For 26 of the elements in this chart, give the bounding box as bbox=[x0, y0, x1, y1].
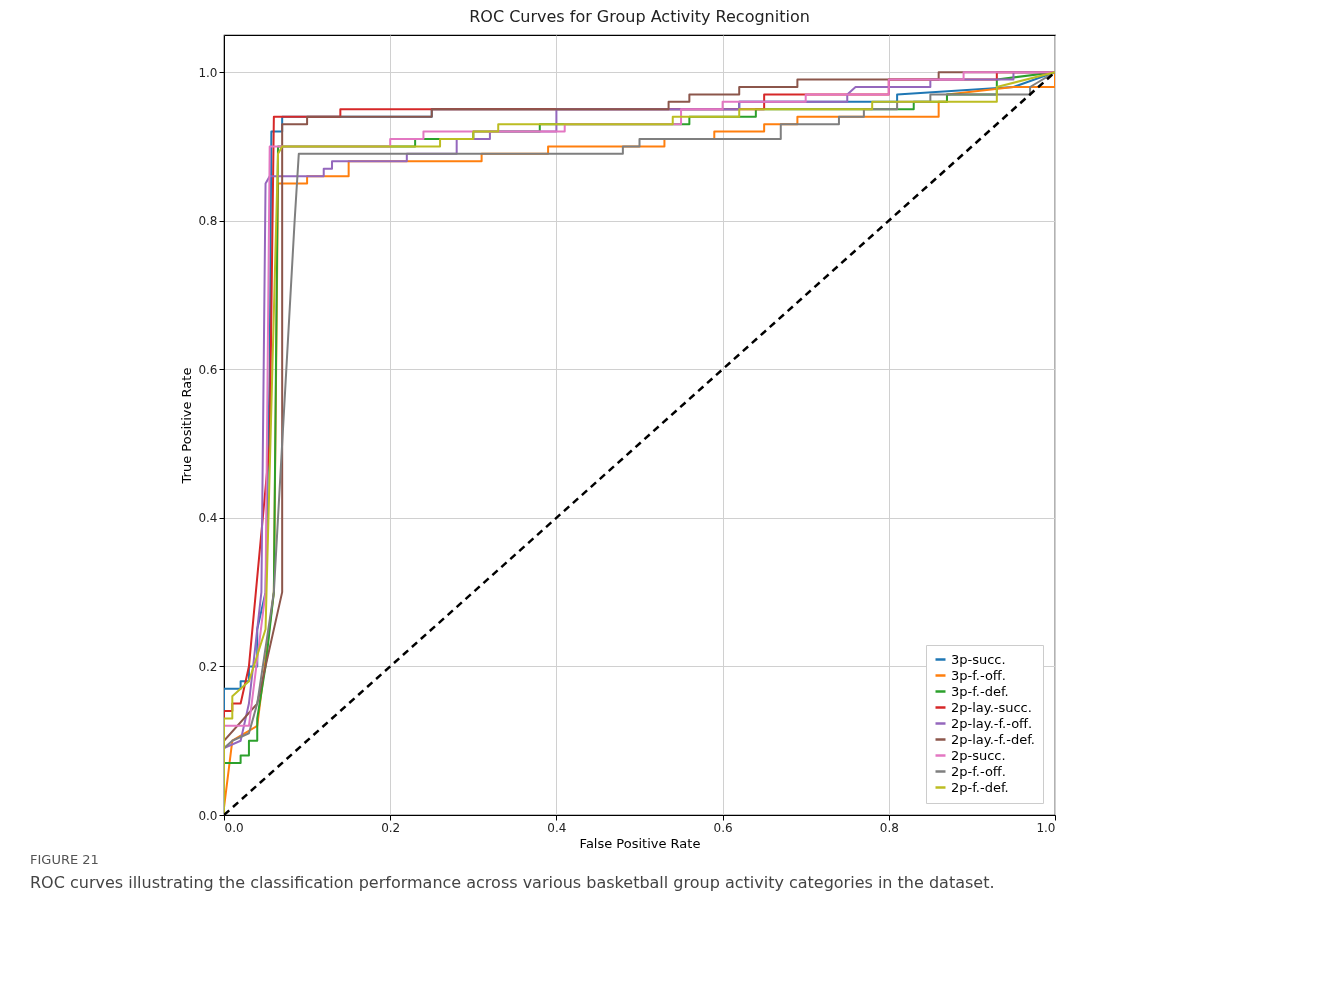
y-axis-title: True Positive Rate bbox=[179, 367, 195, 485]
legend-label: 2p-f.-def. bbox=[951, 779, 1009, 795]
legend-label: 2p-f.-off. bbox=[951, 763, 1006, 779]
legend-label: 3p-succ. bbox=[951, 651, 1006, 667]
legend-label: 2p-succ. bbox=[951, 747, 1006, 763]
chart-title: ROC Curves for Group Activity Recognition bbox=[469, 7, 810, 26]
x-tick-label: 0.0 bbox=[224, 820, 244, 835]
text: ROC curves illustrating the classification performance across various basketball group activity categories in the dataset. bbox=[30, 873, 996, 892]
y-tick-label: 0.2 bbox=[198, 659, 218, 674]
x-tick-label: 1.0 bbox=[1036, 820, 1056, 835]
y-tick-label: 0.8 bbox=[198, 214, 218, 229]
x-tick-label: 0.4 bbox=[547, 820, 567, 835]
caption: FIGURE 21 bbox=[30, 852, 100, 867]
legend-label: 3p-f.-def. bbox=[951, 683, 1009, 699]
legend-label: 2p-lay.-f.-def. bbox=[951, 731, 1035, 747]
x-tick-label: 0.2 bbox=[381, 820, 401, 835]
y-tick-label: 0.6 bbox=[198, 362, 218, 377]
legend-label: 3p-f.-off. bbox=[951, 667, 1006, 683]
x-tick-label: 0.8 bbox=[879, 820, 899, 835]
legend-label: 2p-lay.-succ. bbox=[951, 699, 1032, 715]
y-tick-label: 0.4 bbox=[198, 511, 218, 526]
x-axis-title: False Positive Rate bbox=[579, 835, 701, 851]
legend-label: 2p-lay.-f.-off. bbox=[951, 715, 1033, 731]
x-tick-label: 0.6 bbox=[713, 820, 733, 835]
y-tick-label: 1.0 bbox=[198, 65, 218, 80]
y-tick-label: 0.0 bbox=[198, 808, 218, 823]
